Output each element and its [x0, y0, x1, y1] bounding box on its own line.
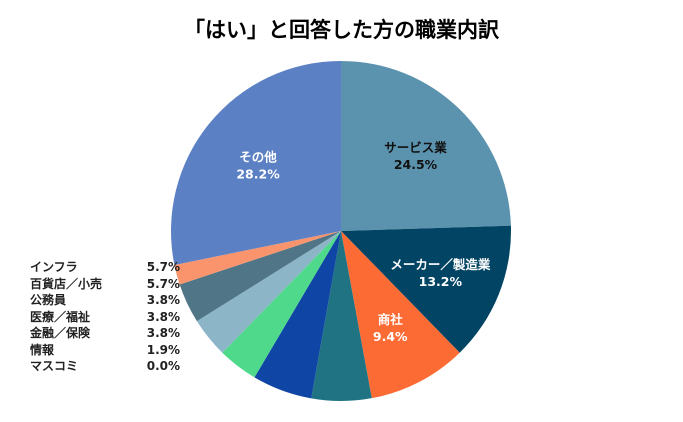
legend-row: 金融／保険 3.8%	[30, 325, 180, 342]
pie-slice-5	[222, 231, 341, 378]
legend-label: 金融／保険	[30, 326, 91, 340]
legend: インフラ 5.7% 百貨店／小売 5.7% 公務員 3.8% 医療／福祉 3.8% 金融／保険 3…	[30, 259, 180, 375]
legend-label: 情報	[30, 342, 55, 357]
pie-slice-0	[341, 61, 511, 231]
legend-row: 百貨店／小売 5.7%	[30, 276, 180, 293]
pie-slice-9	[171, 61, 341, 265]
legend-value: 5.7%	[146, 276, 180, 291]
pie-slice-8	[174, 231, 341, 285]
legend-row: インフラ 5.7%	[30, 259, 180, 276]
legend-label: インフラ	[30, 260, 78, 274]
legend-label: マスコミ	[30, 359, 79, 373]
pie-slice-6	[196, 231, 341, 353]
legend-value: 0.0%	[146, 359, 180, 373]
legend-value: 3.8%	[146, 326, 180, 340]
pie-slice-3	[311, 231, 372, 401]
pie-slice-4	[254, 231, 341, 399]
legend-row: 公務員 3.8%	[30, 292, 180, 309]
legend-label: 百貨店／小売	[30, 276, 103, 291]
slice-label-9: その他 28.2%	[236, 149, 280, 181]
legend-row: 医療／福祉 3.8%	[30, 309, 180, 326]
legend-value: 1.9%	[146, 342, 180, 357]
pie-slice-1	[341, 225, 511, 353]
legend-value: 3.8%	[146, 309, 180, 324]
slice-label-1: メーカー／製造業 13.2%	[390, 257, 491, 289]
slice-label-0: サービス業 24.5%	[384, 140, 447, 172]
legend-row: 情報 1.9%	[30, 342, 180, 359]
pie-slice-2	[341, 231, 460, 399]
legend-row: マスコミ 0.0%	[30, 358, 180, 375]
legend-value: 5.7%	[146, 260, 180, 274]
pie-slice-7	[179, 231, 341, 322]
legend-value: 3.8%	[146, 293, 180, 307]
legend-label: 公務員	[30, 293, 67, 307]
slice-label-2: 商社 9.4%	[373, 312, 408, 344]
chart-title: 「はい」と回答した方の職業内訳	[184, 18, 499, 42]
legend-label: 医療／福祉	[30, 309, 91, 324]
